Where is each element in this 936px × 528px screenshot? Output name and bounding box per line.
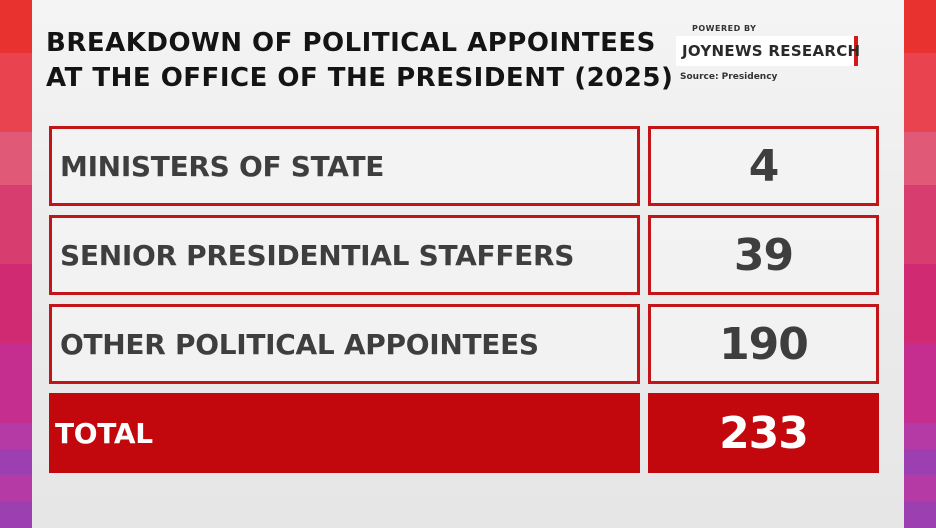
strip-block bbox=[904, 184, 936, 212]
strip-block bbox=[904, 52, 936, 80]
title-line-2: AT THE OFFICE OF THE PRESIDENT (2025) bbox=[46, 63, 674, 93]
row-value: 4 bbox=[748, 140, 780, 192]
total-value: 233 bbox=[719, 407, 809, 459]
strip-block bbox=[904, 79, 936, 106]
strip-block bbox=[0, 290, 32, 317]
strip-block bbox=[0, 79, 32, 106]
row-label-cell: SENIOR PRESIDENTIAL STAFFERS bbox=[49, 215, 640, 295]
left-color-strip bbox=[0, 0, 32, 528]
brand-name: JOYNEWS RESEARCH bbox=[682, 42, 861, 60]
strip-block bbox=[904, 422, 936, 449]
strip-block bbox=[0, 343, 32, 370]
powered-by-label: POWERED BY bbox=[692, 24, 757, 33]
strip-block bbox=[904, 343, 936, 370]
strip-block bbox=[0, 264, 32, 291]
row-value-cell: 190 bbox=[648, 304, 879, 384]
strip-block bbox=[0, 26, 32, 53]
source-note: Source: Presidency bbox=[680, 72, 778, 82]
infographic-title: BREAKDOWN OF POLITICAL APPOINTEES AT THE… bbox=[46, 26, 674, 96]
row-value-cell: 39 bbox=[648, 215, 879, 295]
brand-block: POWERED BY JOYNEWS RESEARCH Source: Pres… bbox=[676, 24, 866, 82]
strip-block bbox=[904, 369, 936, 397]
strip-block bbox=[0, 396, 32, 423]
strip-block bbox=[904, 237, 936, 265]
row-value-cell: 4 bbox=[648, 126, 879, 206]
strip-block bbox=[0, 211, 32, 238]
strip-block bbox=[904, 26, 936, 53]
strip-block bbox=[0, 501, 32, 528]
strip-block bbox=[904, 501, 936, 528]
row-value: 39 bbox=[733, 229, 794, 281]
total-value-cell: 233 bbox=[648, 393, 879, 473]
brand-logo-box: JOYNEWS RESEARCH bbox=[676, 36, 861, 66]
strip-block bbox=[0, 448, 32, 476]
strip-block bbox=[904, 211, 936, 238]
row-label: MINISTERS OF STATE bbox=[60, 149, 385, 183]
total-label-cell: TOTAL bbox=[49, 393, 640, 473]
strip-block bbox=[904, 396, 936, 423]
strip-block bbox=[904, 264, 936, 291]
total-label: TOTAL bbox=[55, 416, 153, 450]
strip-block bbox=[0, 184, 32, 212]
row-value: 190 bbox=[719, 318, 809, 370]
strip-block bbox=[904, 158, 936, 185]
strip-block bbox=[0, 132, 32, 159]
strip-block bbox=[0, 369, 32, 397]
strip-block bbox=[0, 158, 32, 185]
strip-block bbox=[0, 237, 32, 265]
right-color-strip bbox=[904, 0, 936, 528]
strip-block bbox=[904, 132, 936, 159]
strip-block bbox=[0, 316, 32, 344]
strip-block bbox=[904, 0, 936, 27]
row-label-cell: OTHER POLITICAL APPOINTEES bbox=[49, 304, 640, 384]
strip-block bbox=[904, 316, 936, 344]
strip-block bbox=[904, 475, 936, 502]
strip-block bbox=[904, 448, 936, 476]
strip-block bbox=[0, 105, 32, 133]
row-label-cell: MINISTERS OF STATE bbox=[49, 126, 640, 206]
strip-block bbox=[0, 422, 32, 449]
title-line-1: BREAKDOWN OF POLITICAL APPOINTEES bbox=[46, 28, 656, 58]
row-label: SENIOR PRESIDENTIAL STAFFERS bbox=[60, 238, 575, 272]
strip-block bbox=[0, 52, 32, 80]
strip-block bbox=[0, 475, 32, 502]
row-label: OTHER POLITICAL APPOINTEES bbox=[60, 327, 539, 361]
strip-block bbox=[904, 105, 936, 133]
strip-block bbox=[0, 0, 32, 27]
strip-block bbox=[904, 290, 936, 317]
